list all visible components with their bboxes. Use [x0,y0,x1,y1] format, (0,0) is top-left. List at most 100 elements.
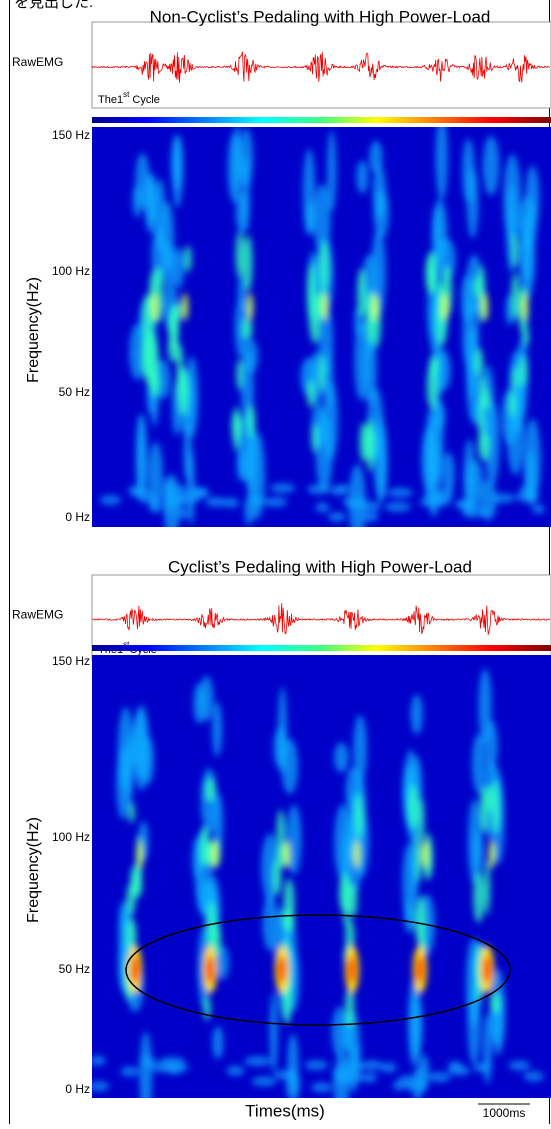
blob [249,432,266,520]
blob [272,858,282,896]
blob [269,991,278,1073]
blob [524,418,541,504]
emg-trace [91,51,551,83]
blob [120,1066,140,1077]
blob [167,484,187,495]
blob [480,479,497,521]
blob [360,1060,383,1071]
blob [415,832,422,883]
blob [315,502,330,513]
blob [425,253,437,295]
blob [523,1071,545,1082]
blob [361,511,379,522]
blob [132,710,147,779]
blob [246,404,256,438]
blob [182,293,188,321]
blob [508,1060,531,1071]
blob [307,484,330,495]
blob [132,184,142,218]
blob [418,798,425,841]
blob [177,367,189,416]
y-axis-label: Frequency(Hz) [25,817,42,923]
blob [483,955,491,984]
cycle-sup: st [123,640,130,649]
blob [520,356,528,387]
colorbar [92,117,551,123]
blob [442,293,448,321]
blob [421,426,437,494]
y-tick-label: 100 Hz [52,830,90,844]
blob [442,451,455,498]
blob [434,349,451,392]
blob [342,496,368,507]
blob [491,968,506,1056]
blob [428,1071,451,1082]
blob [404,900,416,934]
blob [222,497,240,508]
blob [465,460,484,503]
blob [183,424,193,481]
blob [319,240,330,293]
panel: RawEMG The1st Cycle Non-Cyclist’s Pedaling… [12,7,551,527]
blob [473,829,484,873]
blob [365,292,375,344]
blob [92,1081,110,1092]
blob [353,714,368,784]
blob [125,734,134,808]
blob [334,742,349,773]
blob [129,324,146,381]
blob [139,1031,153,1098]
panel-title: Cyclist’s Pedaling with High Power-Load [168,557,472,576]
blob [241,318,253,340]
blob [206,955,214,984]
blob [244,1056,271,1067]
colorbar [92,645,551,651]
blob [512,365,519,391]
blob [234,296,248,358]
blob [306,262,316,322]
blob [286,804,302,875]
blob [348,464,366,527]
blob [304,1060,329,1071]
blob [318,354,325,392]
blob [231,410,242,441]
blob [532,503,545,514]
blob [174,508,189,519]
blob [276,809,286,857]
blob [263,497,288,508]
blob [462,138,475,204]
blob [377,426,388,501]
blob [479,785,489,833]
blob [387,487,414,498]
blob [508,390,516,418]
blob [204,777,216,803]
blob [99,495,122,506]
blob [212,1026,224,1060]
blob [152,293,158,321]
y-tick-label: 50 Hz [59,962,90,976]
panel-title: Non-Cyclist’s Pedaling with High Power-L… [150,7,491,26]
y-axis-label: Frequency(Hz) [25,277,42,383]
blob [270,483,296,494]
blob [448,1065,471,1076]
blob [482,1013,493,1085]
blob [333,1052,350,1098]
blob [489,840,495,869]
blob [340,1072,366,1083]
blob [311,423,319,453]
blob [486,785,493,811]
blob [241,155,250,232]
blob [236,448,245,482]
blob [410,694,423,735]
blob [364,423,375,462]
blob [479,375,487,409]
blob [435,127,448,201]
blob [362,1072,378,1083]
blob [330,485,345,496]
x-axis-label: Times(ms) [245,1101,325,1120]
blob [315,411,333,494]
blob [137,840,143,869]
blob [142,293,155,344]
y-tick-label: 0 Hz [65,1082,90,1096]
